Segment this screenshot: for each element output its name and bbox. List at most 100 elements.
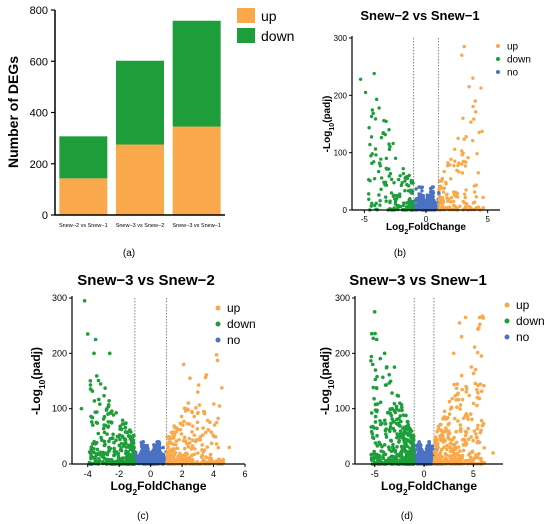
point-no (427, 204, 431, 208)
point-no (416, 458, 420, 463)
point-down (107, 439, 111, 443)
point-down (375, 402, 380, 406)
point-up (472, 190, 477, 194)
point-down (388, 411, 393, 416)
point-no (416, 200, 421, 204)
point-down (123, 437, 127, 441)
point-no (424, 451, 429, 456)
point-up (468, 455, 473, 460)
point-down (406, 438, 410, 442)
point-up (466, 155, 470, 160)
legend-label-down: down (261, 28, 294, 44)
point-down (94, 441, 99, 445)
point-no (421, 203, 426, 207)
point-down (408, 446, 413, 450)
point-up (165, 443, 170, 447)
point-up (179, 414, 184, 419)
x-tick-label: 2 (180, 469, 185, 479)
legend-label-down: down (227, 317, 256, 331)
point-down (107, 445, 111, 450)
point-down (379, 157, 383, 161)
point-down (381, 131, 385, 136)
point-down (372, 176, 377, 181)
point-no (432, 198, 436, 203)
point-up (174, 443, 178, 447)
y-tick-label: 200 (334, 91, 348, 100)
point-down (95, 447, 100, 452)
point-down (384, 432, 388, 436)
point-down (373, 117, 378, 121)
point-up (178, 427, 183, 432)
point-down (120, 418, 125, 423)
point-down (390, 458, 394, 463)
point-up (460, 171, 465, 175)
point-down (102, 393, 106, 398)
point-up (190, 453, 194, 458)
x-tick-label: Snew−2 vs Snew−1 (59, 223, 108, 229)
point-down (405, 176, 410, 181)
point-down (374, 386, 379, 391)
point-down (102, 414, 107, 419)
point-down (391, 141, 395, 146)
point-up (476, 205, 481, 209)
point-down (409, 188, 413, 192)
point-up (181, 423, 185, 427)
point-up (465, 458, 470, 463)
legend-marker-up (215, 305, 221, 311)
point-up (212, 402, 216, 406)
y-tick-label: 0 (343, 206, 348, 215)
point-no (425, 200, 430, 204)
point-up (491, 451, 495, 455)
legend-label-up: up (227, 301, 241, 315)
point-up (437, 202, 441, 206)
y-axis-label: -Log10(padj) (29, 347, 47, 415)
point-down (391, 194, 396, 198)
legend-marker-no (496, 70, 500, 74)
point-up (175, 457, 179, 462)
point-up (474, 432, 478, 436)
point-up (476, 391, 480, 395)
point-up (184, 460, 188, 464)
point-down (369, 114, 374, 119)
point-down (386, 445, 391, 449)
point-down (408, 449, 413, 454)
point-up (458, 204, 462, 208)
point-down (367, 197, 371, 201)
point-down (103, 386, 107, 390)
point-down (399, 183, 404, 188)
point-up (215, 358, 220, 363)
point-up (190, 429, 194, 434)
point-up (455, 382, 460, 386)
point-up (463, 443, 468, 447)
point-up (442, 415, 447, 419)
x-tick-label: 6 (242, 469, 247, 479)
point-down (396, 204, 401, 208)
point-down (371, 111, 375, 116)
point-up (454, 194, 458, 199)
point-up (482, 446, 487, 450)
point-down (387, 372, 392, 377)
point-up (181, 362, 186, 367)
point-no (425, 454, 430, 459)
point-down (369, 452, 374, 457)
point-up (446, 422, 451, 427)
point-up (188, 376, 192, 381)
point-down (392, 419, 396, 424)
point-down (399, 444, 404, 449)
point-down (400, 181, 404, 185)
point-down (130, 449, 135, 453)
point-no (428, 458, 433, 463)
point-down (375, 426, 379, 431)
point-down (85, 332, 90, 336)
point-up (445, 443, 449, 448)
point-up (440, 195, 445, 200)
y-tick-label: 300 (52, 293, 67, 303)
point-down (398, 192, 402, 196)
point-up (471, 371, 476, 376)
point-down (399, 402, 404, 407)
point-up (455, 168, 459, 173)
x-axis-label-part: Log (381, 479, 403, 493)
point-no (421, 193, 425, 198)
point-down (370, 201, 374, 206)
